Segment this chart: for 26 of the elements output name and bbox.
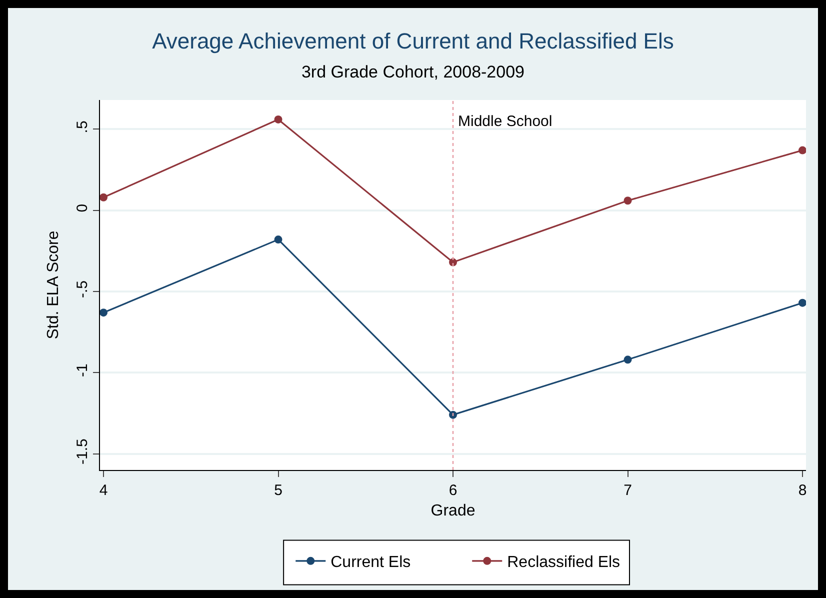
y-tick-label: -1 bbox=[74, 364, 91, 378]
point bbox=[274, 115, 282, 124]
x-axis-title: Grade bbox=[430, 502, 476, 520]
point bbox=[100, 308, 108, 317]
x-tick-label: 4 bbox=[99, 482, 108, 499]
chart-subtitle: 3rd Grade Cohort, 2008-2009 bbox=[301, 62, 525, 82]
ref-line-label: Middle School bbox=[458, 113, 552, 130]
x-tick-label: 6 bbox=[448, 482, 458, 499]
point bbox=[624, 196, 632, 205]
x-tick-label: 5 bbox=[274, 482, 282, 499]
y-tick-label: 0 bbox=[74, 204, 91, 212]
legend-label: Reclassified Els bbox=[507, 554, 620, 572]
y-tick-label: -1.5 bbox=[74, 438, 91, 464]
chart-title: Average Achievement of Current and Reclassified Els bbox=[152, 28, 674, 54]
x-tick-label: 7 bbox=[624, 482, 632, 499]
y-axis-title: Std. ELA Score bbox=[45, 230, 62, 340]
x-tick-label: 8 bbox=[798, 482, 807, 499]
y-tick-label: .5 bbox=[74, 120, 91, 134]
point bbox=[449, 410, 457, 419]
y-tick-label: -.5 bbox=[74, 280, 91, 298]
point bbox=[798, 298, 806, 307]
legend-label: Current Els bbox=[330, 554, 411, 572]
point bbox=[624, 356, 632, 364]
point bbox=[798, 146, 806, 154]
point bbox=[100, 193, 108, 202]
point bbox=[274, 236, 282, 244]
